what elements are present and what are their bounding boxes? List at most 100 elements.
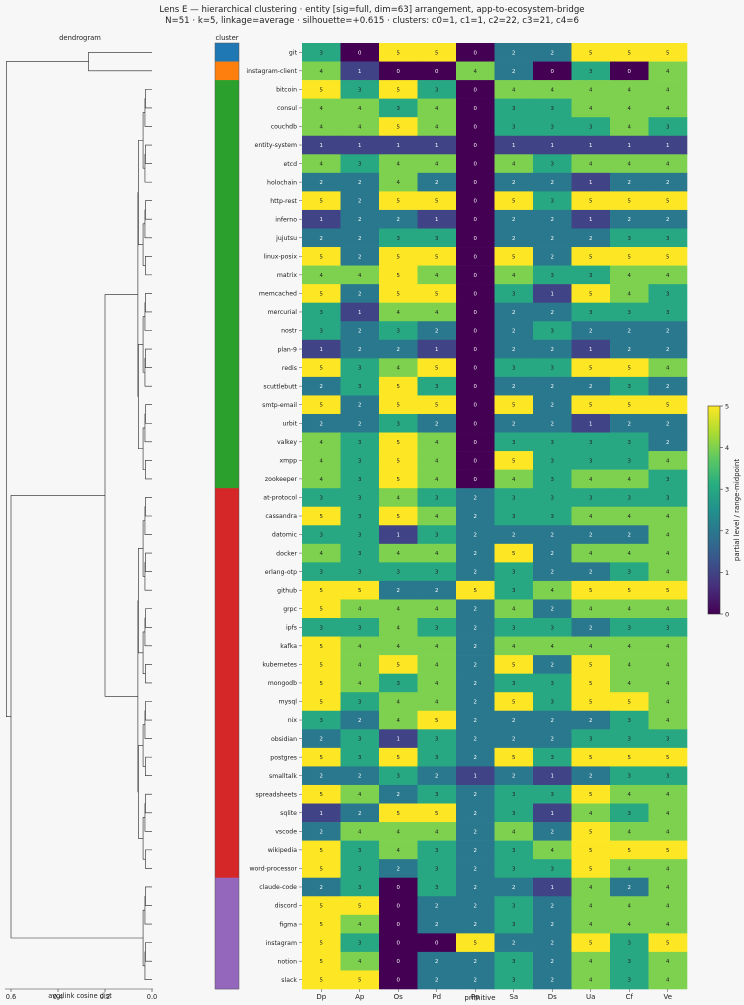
cell-label: 3 — [628, 774, 631, 780]
heatmap-cell — [494, 117, 534, 137]
heatmap-cell — [340, 451, 380, 470]
cell-label: 4 — [397, 180, 401, 186]
cell-label: 2 — [589, 533, 592, 539]
cell-label: 1 — [666, 143, 669, 149]
heatmap-cell — [610, 413, 649, 433]
heatmap-cell — [456, 970, 495, 990]
heatmap-cell — [494, 803, 534, 823]
heatmap-cell — [302, 951, 341, 971]
heatmap-cell — [610, 247, 649, 266]
heatmap-cell — [340, 395, 380, 415]
heatmap-cell — [417, 247, 457, 266]
dendrogram-title: dendrogram — [59, 34, 101, 42]
heatmap-cell — [494, 61, 534, 81]
cell-label: 2 — [512, 533, 515, 539]
cell-label: 4 — [320, 69, 324, 75]
heatmap-cell — [340, 376, 380, 396]
cell-label: 3 — [512, 811, 515, 817]
cell-label: 3 — [589, 124, 592, 130]
heatmap-cell — [494, 191, 534, 211]
row-label: couchdb — [271, 124, 297, 131]
heatmap-cell — [379, 43, 418, 62]
cell-label: 5 — [320, 199, 323, 205]
cell-label: 4 — [666, 458, 670, 464]
heatmap-cell — [494, 859, 534, 879]
cell-label: 4 — [666, 662, 670, 668]
heatmap: 3 0 5 5 0 2 2 5 5 5 4 1 0 0 4 2 0 3 0 4 5 3 5 3 0 4 4 4 4 4 4 4 3 4 0 3 3 4 4 4… — [302, 43, 688, 990]
heatmap-cell — [379, 562, 418, 582]
cell-label: 5 — [589, 662, 592, 668]
heatmap-cell — [456, 80, 495, 99]
cell-label: 1 — [628, 143, 631, 149]
heatmap-cell — [417, 784, 457, 804]
cell-label: 1 — [474, 774, 477, 780]
heatmap-cell — [302, 395, 341, 415]
cell-label: 2 — [551, 236, 554, 242]
heatmap-cell — [379, 376, 418, 396]
cell-label: 0 — [474, 477, 478, 483]
cell-label: 5 — [320, 588, 323, 594]
cell-label: 2 — [666, 180, 669, 186]
cell-label: 5 — [435, 403, 438, 409]
heatmap-cell — [417, 877, 457, 897]
heatmap-cell — [648, 228, 688, 248]
dendrogram-link — [144, 562, 152, 591]
cell-label: 4 — [320, 124, 324, 130]
cell-label: 4 — [435, 662, 439, 668]
heatmap-cell — [379, 506, 418, 526]
heatmap-cell — [494, 98, 534, 118]
heatmap-cell — [610, 970, 649, 990]
cell-label: 2 — [474, 978, 477, 984]
cell-label: 2 — [512, 50, 515, 56]
row-label: wikipedia — [268, 847, 297, 854]
heatmap-cell — [571, 784, 611, 804]
cell-label: 2 — [512, 941, 515, 947]
cell-label: 3 — [435, 570, 438, 576]
cell-label: 5 — [358, 588, 361, 594]
cell-label: 2 — [435, 959, 438, 965]
cell-label: 4 — [397, 495, 401, 501]
dendrogram-link — [144, 209, 152, 239]
row-label: http-rest — [270, 198, 297, 205]
cell-label: 4 — [589, 885, 593, 891]
cell-label: 0 — [397, 978, 401, 984]
cell-label: 4 — [358, 959, 362, 965]
cell-label: 3 — [589, 495, 592, 501]
heatmap-cell — [302, 840, 341, 860]
cell-label: 3 — [512, 866, 515, 872]
cell-label: 3 — [358, 848, 361, 854]
cell-label: 5 — [320, 514, 323, 520]
heatmap-cell — [648, 599, 688, 619]
cell-label: 3 — [512, 959, 515, 965]
heatmap-cell — [456, 896, 495, 916]
heatmap-cell — [340, 710, 380, 730]
cell-label: 5 — [320, 291, 323, 297]
cell-label: 5 — [320, 792, 323, 798]
cell-label: 4 — [628, 662, 632, 668]
heatmap-cell — [302, 562, 341, 582]
heatmap-cell — [340, 432, 380, 452]
column-label: Sa — [509, 993, 518, 1001]
heatmap-cell — [340, 951, 380, 971]
cell-label: 4 — [628, 866, 632, 872]
cell-label: 4 — [666, 922, 670, 928]
cell-label: 4 — [435, 440, 439, 446]
heatmap-cell — [648, 914, 688, 934]
heatmap-cell — [610, 859, 649, 879]
cell-label: 2 — [512, 885, 515, 891]
heatmap-cell — [494, 265, 534, 285]
cell-label: 2 — [474, 737, 477, 743]
heatmap-cell — [533, 562, 572, 582]
cell-label: 4 — [666, 792, 670, 798]
cell-label: 4 — [397, 607, 401, 613]
cell-label: 3 — [435, 625, 438, 631]
cell-label: 4 — [551, 588, 555, 594]
row-label: git — [289, 49, 298, 56]
heatmap-xlabel: primitive — [464, 994, 495, 1002]
cell-label: 4 — [589, 514, 593, 520]
cell-label: 2 — [358, 774, 361, 780]
cell-label: 4 — [435, 477, 439, 483]
cell-label: 4 — [320, 162, 324, 168]
heatmap-cell — [533, 247, 572, 266]
cell-label: 0 — [474, 87, 478, 93]
